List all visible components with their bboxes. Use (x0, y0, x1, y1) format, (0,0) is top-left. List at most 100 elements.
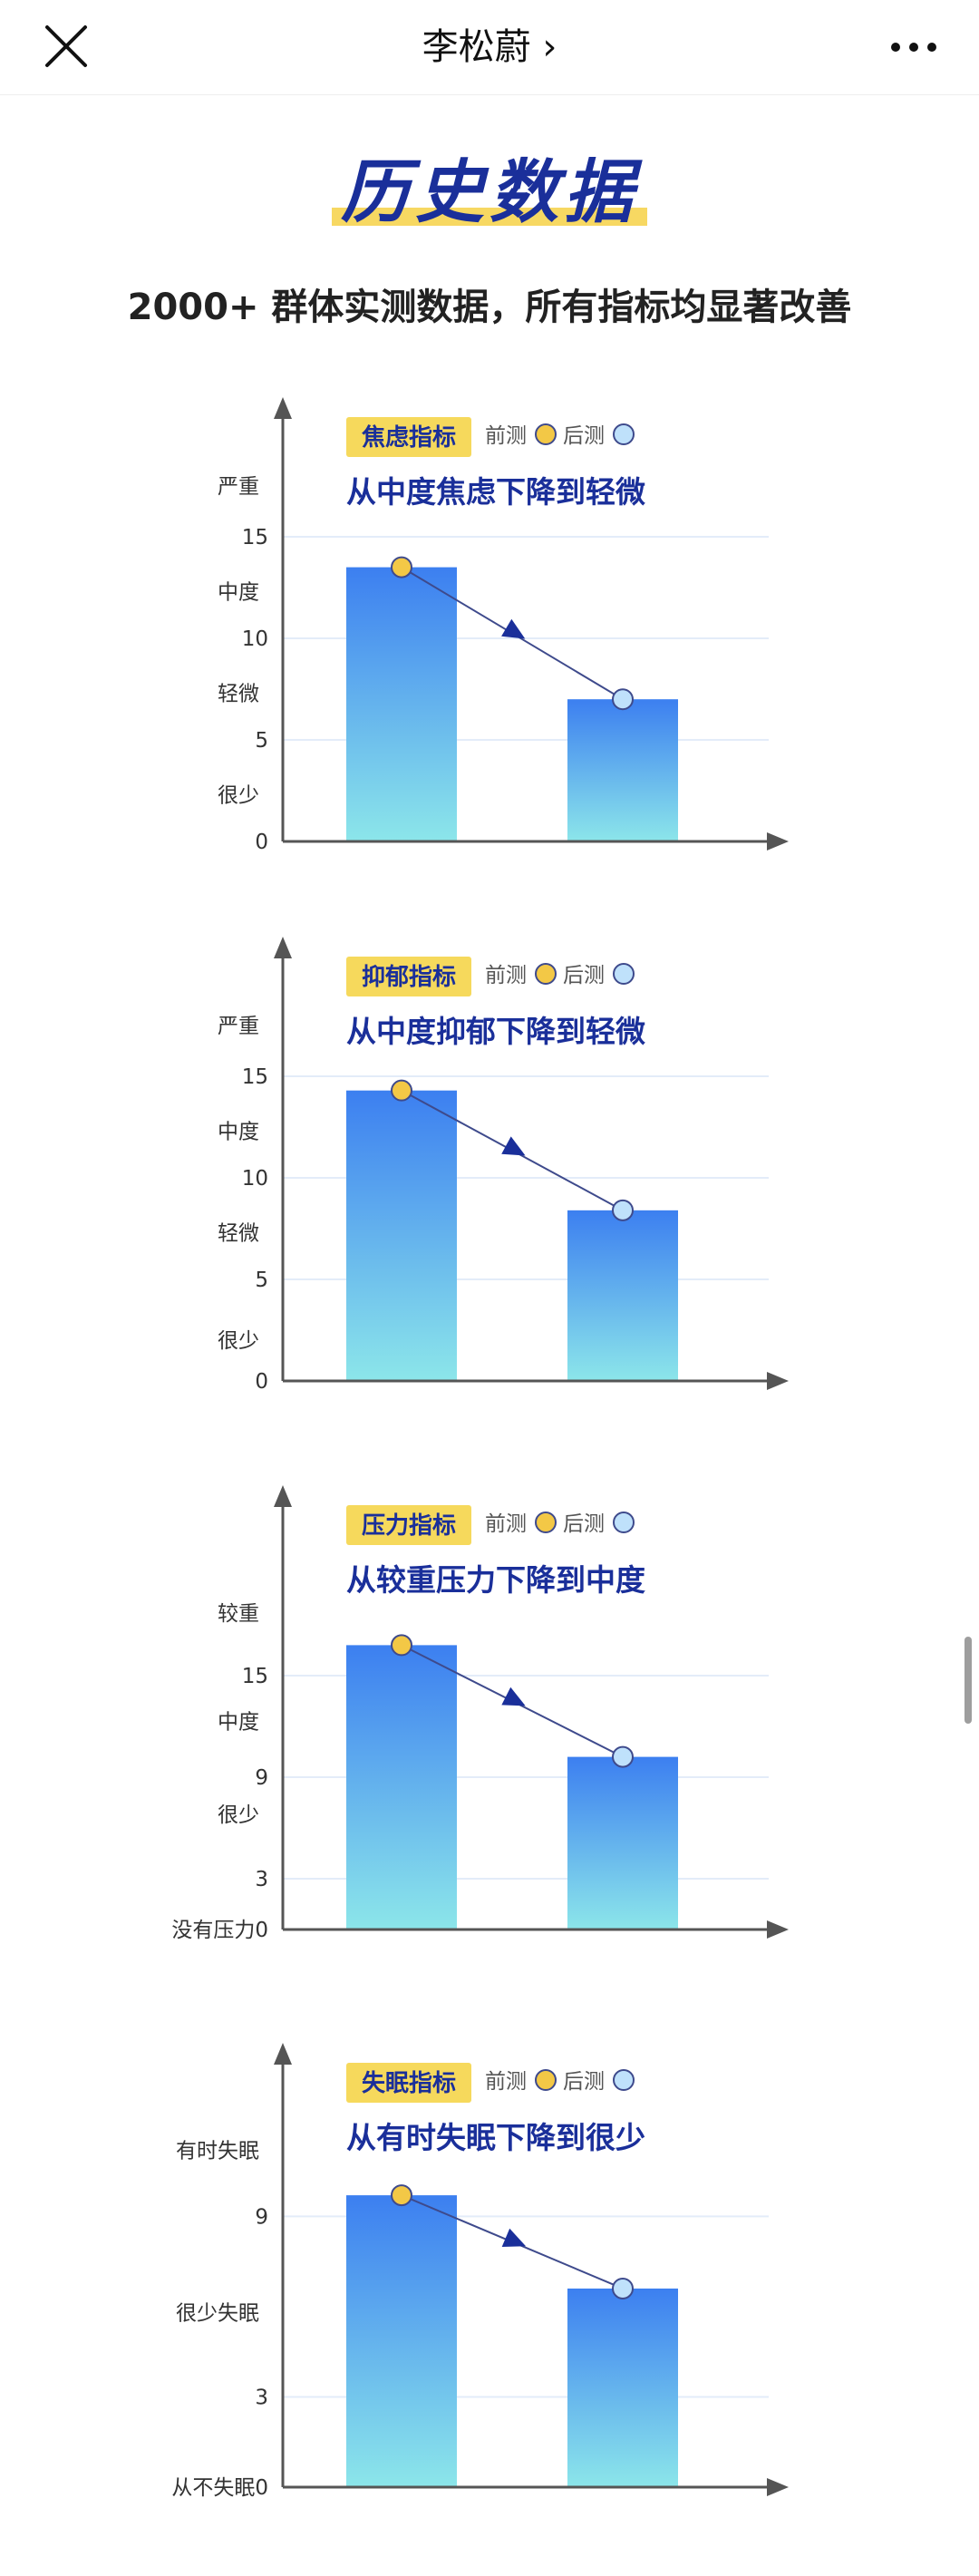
y-tick-label: 15 (242, 1665, 268, 1688)
chart-stress: 没有压力0 3 9 15 很少 中度 较重 压力指标 前测 后测从较重压力下降到中度 (0, 1469, 979, 1959)
y-tick-label: 0 (255, 1370, 268, 1394)
y-tick-label: 5 (255, 1269, 268, 1292)
marker-after (612, 1745, 634, 1768)
y-tick-label: 15 (242, 1065, 268, 1089)
y-level-label: 很少失眠 (176, 2302, 259, 2326)
nav-bar: 李松蔚 › (0, 0, 979, 95)
bar-after (567, 699, 678, 841)
legend-after-marker (613, 423, 635, 445)
marker-after (612, 1199, 634, 1221)
y-tick-label: 从不失眠0 (171, 2476, 268, 2500)
y-tick-label: 没有压力0 (171, 1919, 268, 1942)
chart-tag: 抑郁指标 (362, 964, 456, 991)
legend-after-label: 后测 (563, 964, 605, 987)
chart-depression: 0 5 10 15 很少 轻微 中度 严重 抑郁指标 前测 后测从中度抑郁下降到轻微 (0, 920, 979, 1410)
legend-after-label: 后测 (563, 1512, 605, 1536)
legend-before-label: 前测 (485, 2070, 527, 2094)
trend-arrow-icon (501, 1687, 526, 1706)
chart-tag-box (346, 2063, 471, 2103)
legend-after-label: 后测 (563, 2070, 605, 2094)
y-tick-label: 3 (255, 1868, 268, 1891)
chart-tag: 压力指标 (362, 1512, 456, 1540)
legend-before-label: 前测 (485, 1512, 527, 1536)
y-level-label: 中度 (218, 1120, 259, 1143)
y-level-label: 很少 (218, 1803, 259, 1827)
chevron-right-icon: › (542, 26, 557, 68)
chart-title: 从中度焦虑下降到轻微 (346, 474, 645, 510)
marker-before (391, 1079, 412, 1102)
y-tick-label: 10 (242, 1167, 268, 1191)
y-level-label: 中度 (218, 580, 259, 604)
nav-title: 李松蔚 (422, 26, 531, 68)
chart-title: 从中度抑郁下降到轻微 (346, 1014, 645, 1049)
y-level-label: 轻微 (218, 1221, 259, 1245)
y-tick-label: 9 (255, 1766, 268, 1790)
x-axis-arrow-icon (767, 1372, 789, 1390)
bar-before (346, 1090, 457, 1381)
bar-after (567, 1756, 678, 1930)
bar-before (346, 1645, 457, 1930)
chart-title: 从有时失眠下降到很少 (346, 2120, 645, 2155)
legend-before-marker (535, 2069, 557, 2091)
legend-before-marker (535, 963, 557, 985)
trend-arrow-icon (501, 618, 526, 639)
page-subtitle: 2000+ 群体实测数据，所有指标均显著改善 (127, 287, 852, 328)
marker-after (612, 688, 634, 711)
y-tick-label: 15 (242, 526, 268, 549)
bar-after (567, 2288, 678, 2487)
y-axis-arrow-icon (274, 1485, 292, 1507)
y-axis-arrow-icon (274, 2043, 292, 2065)
chart-title: 从较重压力下降到中度 (346, 1562, 645, 1598)
bar-after (567, 1210, 678, 1381)
y-level-label: 很少 (218, 1329, 259, 1353)
chart-tag-box (346, 1505, 471, 1545)
nav-title-button[interactable]: 李松蔚 › (0, 22, 979, 73)
bar-before (346, 567, 457, 841)
x-axis-arrow-icon (767, 2478, 789, 2496)
close-icon[interactable] (40, 20, 92, 73)
y-level-label: 有时失眠 (176, 2139, 259, 2163)
trend-arrow-icon (501, 1136, 526, 1156)
y-level-label: 较重 (218, 1602, 259, 1626)
legend-after-label: 后测 (563, 424, 605, 448)
headline-container: 历史数据 (0, 136, 979, 236)
y-tick-label: 5 (255, 729, 268, 753)
chart-anxiety: 0 5 10 15 很少 轻微 中度 严重 焦虑指标 前测 后测从中度焦虑下降到轻微 (0, 381, 979, 870)
page-headline: 历史数据 (332, 136, 647, 236)
chart-tag-box (346, 417, 471, 457)
chart-tag-box (346, 957, 471, 996)
y-level-label: 严重 (218, 475, 259, 499)
legend-after-marker (613, 963, 635, 985)
y-level-label: 严重 (218, 1015, 259, 1038)
chart-insomnia: 从不失眠0 3 9 很少失眠 有时失眠 失眠指标 前测 后测从有时失眠下降到很少 (0, 2027, 979, 2516)
y-level-label: 轻微 (218, 682, 259, 705)
legend-before-label: 前测 (485, 424, 527, 448)
y-tick-label: 10 (242, 627, 268, 651)
marker-before (391, 1634, 412, 1657)
chart-tag: 焦虑指标 (362, 423, 456, 452)
legend-before-label: 前测 (485, 964, 527, 987)
marker-before (391, 556, 412, 578)
y-axis-arrow-icon (274, 397, 292, 419)
y-axis-arrow-icon (274, 937, 292, 958)
legend-after-marker (613, 1512, 635, 1533)
scrollbar[interactable] (964, 1637, 972, 1724)
y-tick-label: 0 (255, 831, 268, 854)
y-tick-label: 3 (255, 2386, 268, 2409)
marker-after (612, 2277, 634, 2299)
chart-tag: 失眠指标 (362, 2070, 456, 2097)
legend-before-marker (535, 423, 557, 445)
x-axis-arrow-icon (767, 1920, 789, 1939)
more-dots-icon[interactable] (885, 22, 943, 73)
y-level-label: 中度 (218, 1710, 259, 1734)
trend-arrow-icon (501, 2228, 527, 2248)
x-axis-arrow-icon (767, 832, 789, 851)
bar-before (346, 2195, 457, 2487)
y-level-label: 很少 (218, 783, 259, 807)
marker-before (391, 2184, 412, 2207)
y-tick-label: 9 (255, 2205, 268, 2229)
